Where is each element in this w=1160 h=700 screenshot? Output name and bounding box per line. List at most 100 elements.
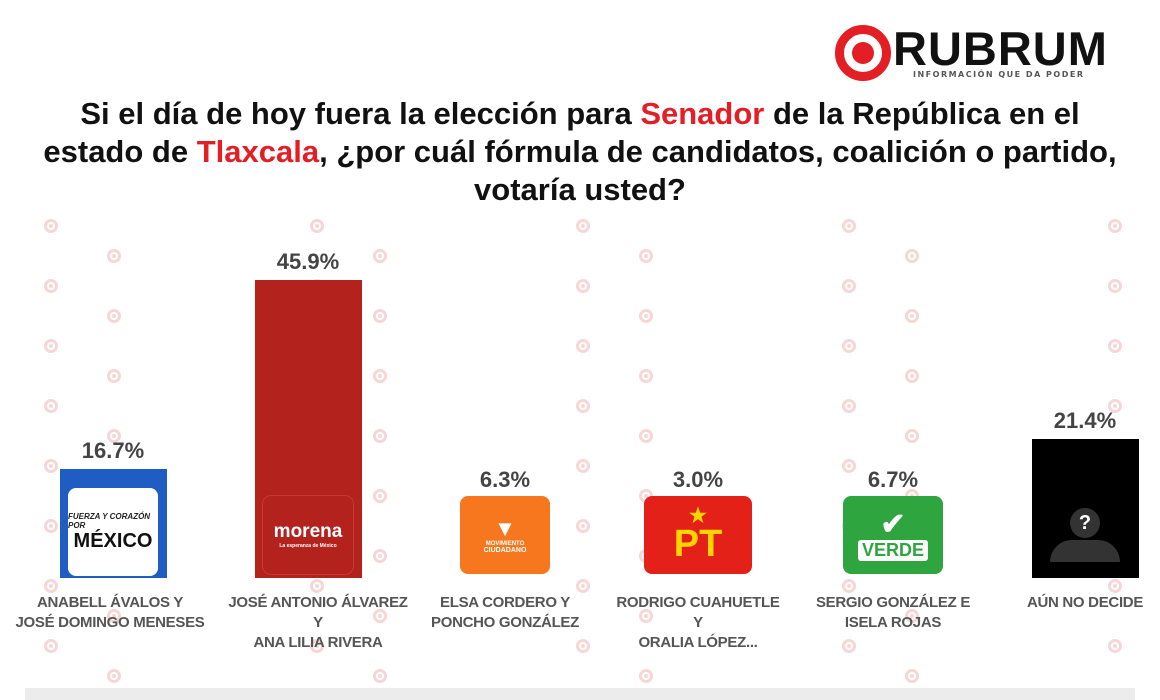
category-label: RODRIGO CUAHUETLE Y ORALIA LÓPEZ...	[598, 593, 798, 653]
category-label-text: Y	[313, 614, 323, 631]
watermark-ring-icon	[639, 249, 653, 263]
party-logo-icon: ▼ MOVIMIENTO CIUDADANO	[460, 496, 550, 574]
watermark-ring-icon	[373, 549, 387, 563]
watermark-ring-icon	[842, 399, 856, 413]
watermark-ring-icon	[107, 669, 121, 683]
watermark-ring-icon	[905, 429, 919, 443]
category-label-text: Y	[693, 614, 703, 631]
watermark-ring-icon	[310, 219, 324, 233]
watermark-ring-icon	[373, 669, 387, 683]
title-highlight: Tlaxcala	[196, 134, 320, 169]
watermark-ring-icon	[44, 339, 58, 353]
category-label: JOSÉ ANTONIO ÁLVAREZ Y ANA LILIA RIVERA	[218, 593, 418, 653]
watermark-ring-icon	[905, 309, 919, 323]
watermark-ring-icon	[905, 369, 919, 383]
category-label-line: ORALIA LÓPEZ...	[598, 633, 798, 653]
watermark-ring-icon	[842, 219, 856, 233]
title-text: Si el día de hoy fuera la elección para	[80, 96, 641, 131]
watermark-ring-icon	[107, 309, 121, 323]
watermark-ring-icon	[373, 309, 387, 323]
title-text: de la República en el estado de	[43, 96, 1080, 169]
data-label: 6.7%	[867, 467, 919, 492]
watermark-ring-icon	[44, 279, 58, 293]
party-logo-icon: morena La esperanza de México	[263, 496, 353, 574]
watermark-ring-icon	[576, 639, 590, 653]
category-label-line: Y	[218, 613, 418, 633]
data-label: 3.0%	[672, 467, 724, 492]
watermark-ring-icon	[576, 519, 590, 533]
party-logo-text: MÉXICO	[73, 529, 153, 552]
category-label-text: RODRIGO CUAHUETLE	[616, 594, 780, 611]
title-highlight: Senador	[640, 96, 765, 131]
category-label-text: PONCHO GONZÁLEZ	[431, 614, 579, 631]
watermark-ring-icon	[905, 669, 919, 683]
watermark-ring-icon	[44, 639, 58, 653]
toucan-check-icon: ✔	[880, 507, 906, 541]
category-label-text: ANABELL ÁVALOS Y	[36, 594, 184, 611]
logo-ring-icon	[835, 25, 891, 81]
category-label-line: ANABELL ÁVALOS Y	[10, 593, 210, 613]
watermark-ring-icon	[373, 369, 387, 383]
watermark-ring-icon	[576, 219, 590, 233]
watermark-ring-icon	[576, 399, 590, 413]
logo-name: RUBRUM	[893, 22, 1108, 75]
watermark-ring-icon	[639, 309, 653, 323]
party-logo-icon: ?	[1040, 496, 1130, 574]
watermark-ring-icon	[1108, 639, 1122, 653]
person-silhouette-icon	[1050, 540, 1120, 562]
watermark-ring-icon	[639, 429, 653, 443]
watermark-ring-icon	[310, 579, 324, 593]
watermark-ring-icon	[373, 489, 387, 503]
category-label-line: JOSÉ ANTONIO ÁLVAREZ	[218, 593, 418, 613]
watermark-ring-icon	[842, 639, 856, 653]
watermark-ring-icon	[842, 579, 856, 593]
party-logo-icon: FUERZA Y CORAZÓN POR MÉXICO	[68, 488, 158, 576]
watermark-ring-icon	[44, 399, 58, 413]
watermark-ring-icon	[639, 669, 653, 683]
logo-dot-icon	[852, 42, 874, 64]
category-label: AÚN NO DECIDE	[985, 593, 1160, 613]
watermark-ring-icon	[905, 249, 919, 263]
party-logo-text: ?	[1070, 508, 1100, 538]
party-logo-text: CIUDADANO	[483, 546, 527, 554]
data-label: 21.4%	[1053, 407, 1117, 433]
watermark-ring-icon	[44, 519, 58, 533]
watermark-ring-icon	[107, 249, 121, 263]
category-label-text: JOSÉ DOMINGO MENESES	[15, 614, 205, 631]
category-label: ELSA CORDERO Y PONCHO GONZÁLEZ	[405, 593, 605, 633]
watermark-ring-icon	[576, 279, 590, 293]
category-label-text: ANA LILIA RIVERA	[253, 634, 383, 651]
party-logo-icon: ✔ VERDE	[843, 496, 943, 574]
category-label-line: RODRIGO CUAHUETLE	[598, 593, 798, 613]
watermark-ring-icon	[373, 429, 387, 443]
watermark-ring-icon	[576, 339, 590, 353]
party-logo-text: La esperanza de México	[279, 543, 337, 549]
data-label: 45.9%	[276, 248, 340, 274]
party-logo-text: VERDE	[857, 539, 928, 561]
party-logo-text: PT	[673, 523, 723, 565]
star-icon: ★	[689, 505, 707, 527]
data-label: 6.3%	[479, 467, 531, 492]
watermark-ring-icon	[107, 369, 121, 383]
category-label-line: ISELA ROJAS	[793, 613, 993, 633]
data-label: 16.7%	[81, 438, 145, 464]
category-label-text: ISELA ROJAS	[844, 614, 942, 631]
watermark-ring-icon	[1108, 279, 1122, 293]
category-label-line: ELSA CORDERO Y	[405, 593, 605, 613]
watermark-ring-icon	[639, 369, 653, 383]
watermark-ring-icon	[1108, 339, 1122, 353]
category-label-text: ORALIA LÓPEZ...	[638, 634, 758, 651]
party-logo-text: morena	[273, 521, 343, 542]
watermark-ring-icon	[44, 579, 58, 593]
footer-bar	[25, 688, 1135, 700]
watermark-ring-icon	[1108, 219, 1122, 233]
watermark-ring-icon	[576, 579, 590, 593]
watermark-ring-icon	[1108, 579, 1122, 593]
logo-tagline: INFORMACIÓN QUE DA PODER	[913, 70, 1085, 79]
rubrum-logo: RUBRUM INFORMACIÓN QUE DA PODER	[833, 22, 1133, 83]
title-text: , ¿por cuál fórmula de candidatos, coali…	[319, 134, 1117, 207]
category-label-text: ELSA CORDERO Y	[440, 594, 570, 611]
party-logo-icon: ★ PT	[644, 496, 752, 574]
category-label-line: JOSÉ DOMINGO MENESES	[10, 613, 210, 633]
category-label: SERGIO GONZÁLEZ E ISELA ROJAS	[793, 593, 993, 633]
